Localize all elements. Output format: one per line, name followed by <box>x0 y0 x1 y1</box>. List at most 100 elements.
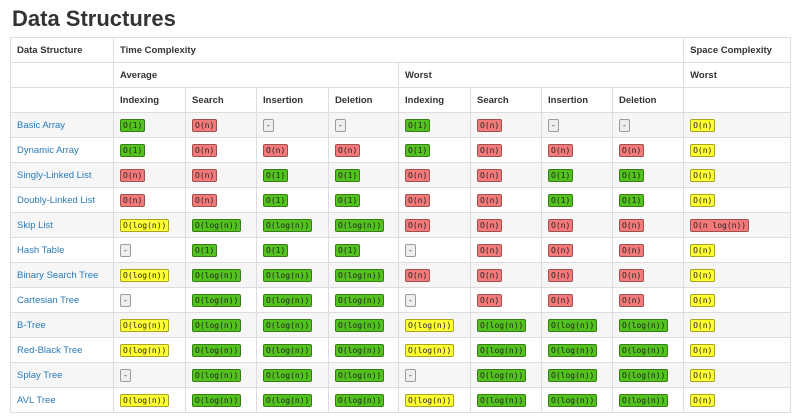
complexity-cell: O(log(n)) <box>185 312 257 338</box>
complexity-cell: O(log(n)) <box>541 312 613 338</box>
data-structure-link[interactable]: Cartesian Tree <box>17 294 80 306</box>
complexity-cell: O(log(n)) <box>185 287 257 313</box>
complexity-cell: O(log(n)) <box>185 262 257 288</box>
complexity-badge: O(log(n)) <box>619 368 669 382</box>
data-structure-link[interactable]: B-Tree <box>17 319 46 331</box>
complexity-badge: O(log(n)) <box>263 393 313 407</box>
complexity-badge: O(n) <box>477 293 503 307</box>
complexity-badge: O(log(n)) <box>405 318 455 332</box>
complexity-badge: O(log(n)) <box>335 293 385 307</box>
complexity-cell: O(n) <box>470 137 542 163</box>
table-row: Cartesian Tree - O(log(n)) O(log(n)) O(log(n… <box>10 287 792 313</box>
complexity-badge: O(n) <box>548 293 574 307</box>
complexity-cell: O(1) <box>328 162 399 188</box>
table-row: Skip List O(log(n)) O(log(n)) O(log(n)) O(lo… <box>10 212 792 238</box>
complexity-cell: O(n) <box>611 137 685 163</box>
complexity-badge: O(1) <box>548 193 574 207</box>
data-structure-link[interactable]: Binary Search Tree <box>17 269 99 281</box>
complexity-badge: O(n) <box>690 368 716 382</box>
complexity-cell: O(1) <box>398 137 471 163</box>
complexity-cell: O(log(n)) <box>470 312 542 338</box>
complexity-cell: O(n) <box>470 237 542 263</box>
table-row: Binary Search Tree O(log(n)) O(log(n)) O(lo… <box>10 262 792 288</box>
page-title: Data Structures <box>12 6 176 31</box>
data-structure-link[interactable]: Splay Tree <box>17 369 63 381</box>
complexity-cell: - <box>113 362 186 388</box>
complexity-badge: O(n) <box>690 143 716 157</box>
complexity-badge: O(n) <box>192 193 218 207</box>
complexity-badge: O(n) <box>405 193 431 207</box>
complexity-cell: O(n) <box>683 162 792 188</box>
data-structure-link[interactable]: AVL Tree <box>17 394 56 406</box>
complexity-badge: O(log(n)) <box>477 318 527 332</box>
header-row: Data Structure Time Complexity Space Com… <box>10 37 792 63</box>
complexity-badge: O(n) <box>690 393 716 407</box>
complexity-cell: O(n) <box>683 112 792 138</box>
name-cell: Hash Table <box>10 237 114 263</box>
complexity-cell: O(log(n)) <box>185 212 257 238</box>
complexity-cell: O(log(n)) <box>328 362 399 388</box>
complexity-cell: O(n) <box>470 262 542 288</box>
complexity-badge: O(n) <box>405 168 431 182</box>
data-structure-link[interactable]: Red-Black Tree <box>17 344 83 356</box>
complexity-cell: O(log(n)) <box>256 312 329 338</box>
complexity-badge: O(log(n)) <box>619 393 669 407</box>
header-cell: Search <box>470 87 542 113</box>
complexity-badge: O(1) <box>335 193 361 207</box>
complexity-cell: O(log(n)) <box>611 362 685 388</box>
complexity-cell: O(1) <box>185 237 257 263</box>
complexity-badge: O(log(n)) <box>120 343 170 357</box>
complexity-badge: O(n) <box>192 143 218 157</box>
complexity-badge: O(log(n)) <box>335 368 385 382</box>
complexity-badge: O(log(n)) <box>263 343 313 357</box>
complexity-cell: O(1) <box>611 162 685 188</box>
name-cell: Splay Tree <box>10 362 114 388</box>
complexity-badge: O(n) <box>690 343 716 357</box>
complexity-badge: - <box>548 118 559 132</box>
complexity-cell: O(n) <box>470 112 542 138</box>
data-structure-link[interactable]: Dynamic Array <box>17 144 79 156</box>
complexity-cell: O(1) <box>113 112 186 138</box>
complexity-badge: - <box>405 293 416 307</box>
complexity-cell: O(log(n)) <box>398 337 471 363</box>
complexity-cell: O(n) <box>398 262 471 288</box>
complexity-badge: O(log(n)) <box>192 393 242 407</box>
header-cell: Deletion <box>328 87 399 113</box>
data-structure-link[interactable]: Hash Table <box>17 244 65 256</box>
header-cell: Space Complexity <box>683 37 792 63</box>
complexity-cell: O(n) <box>185 187 257 213</box>
data-structure-link[interactable]: Skip List <box>17 219 53 231</box>
complexity-cell: O(log(n)) <box>113 212 186 238</box>
complexity-badge: - <box>335 118 346 132</box>
complexity-badge: O(log(n)) <box>477 343 527 357</box>
complexity-badge: O(n) <box>405 268 431 282</box>
complexity-cell: O(log(n)) <box>256 362 329 388</box>
complexity-cell: O(log(n)) <box>470 387 542 413</box>
complexity-cell: O(n) <box>185 137 257 163</box>
complexity-badge: O(log(n)) <box>335 268 385 282</box>
data-structure-link[interactable]: Doubly-Linked List <box>17 194 96 206</box>
header-cell: Worst <box>397 62 685 88</box>
complexity-cell: O(log(n)) <box>113 312 186 338</box>
complexity-cell: O(log(n)) <box>541 337 613 363</box>
complexity-cell: O(n) <box>683 362 792 388</box>
complexity-cell: O(n) <box>470 162 542 188</box>
complexity-badge: - <box>120 293 131 307</box>
complexity-cell: O(log(n)) <box>256 287 329 313</box>
complexity-cell: O(n) <box>398 162 471 188</box>
data-structure-link[interactable]: Singly-Linked List <box>17 169 92 181</box>
complexity-cell: O(n) <box>611 262 685 288</box>
complexity-badge: O(log(n)) <box>120 393 170 407</box>
complexity-badge: O(n) <box>619 143 645 157</box>
complexity-badge: O(log(n)) <box>120 268 170 282</box>
data-structure-link[interactable]: Basic Array <box>17 119 66 131</box>
header-cell <box>683 87 792 113</box>
complexity-badge: - <box>405 368 416 382</box>
complexity-cell: O(log(n)) <box>611 312 685 338</box>
complexity-cell: O(log(n)) <box>256 387 329 413</box>
complexity-badge: O(log(n)) <box>619 318 669 332</box>
complexity-cell: O(n) <box>611 212 685 238</box>
table-row: Hash Table - O(1) O(1) O(1) - O(n) O(n) O(n) O(n) <box>10 237 792 263</box>
complexity-badge: O(log(n)) <box>335 218 385 232</box>
complexity-badge: O(n) <box>548 143 574 157</box>
